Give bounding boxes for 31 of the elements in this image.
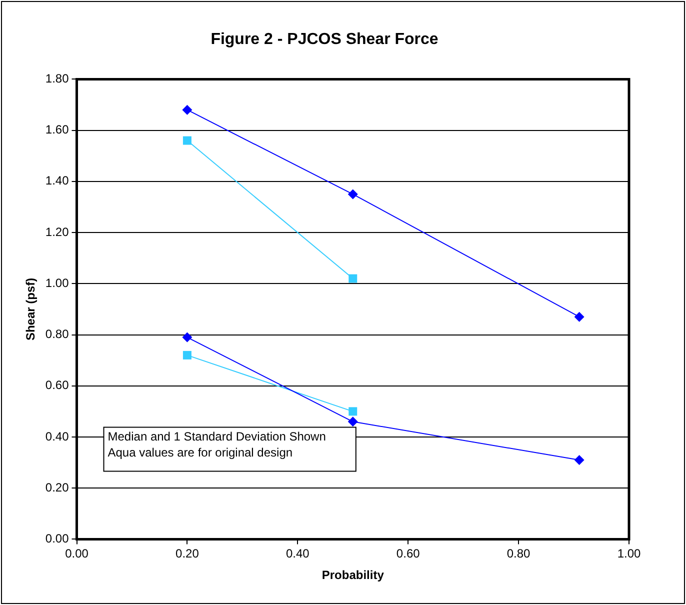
chart-title: Figure 2 - PJCOS Shear Force — [210, 31, 438, 48]
x-axis-title: Probability — [322, 568, 384, 582]
y-tick-label: 1.60 — [45, 122, 70, 137]
y-tick-label: 1.40 — [45, 174, 70, 188]
point — [182, 104, 192, 115]
x-tick-label: 0.60 — [396, 546, 420, 561]
point — [182, 136, 192, 145]
y-tick-label: 0.80 — [45, 327, 70, 342]
y-axis-title: Shear (psf) — [24, 278, 38, 341]
annotation: Aqua values are for original design — [108, 446, 293, 460]
y-tick-label: 0.00 — [45, 532, 70, 546]
point — [182, 332, 192, 342]
x-tick-label: 0.80 — [506, 546, 531, 561]
point — [574, 312, 584, 322]
y-tick-label: 1.00 — [45, 276, 70, 290]
annotation: Median and 1 Standard Deviation Shown — [108, 430, 326, 444]
point — [348, 407, 358, 416]
y-tick-label: 1.80 — [45, 72, 70, 86]
y-tick-label: 0.20 — [45, 480, 70, 494]
x-tick-label: 0.40 — [286, 546, 310, 561]
x-tick-label: 1.00 — [617, 546, 641, 561]
point — [574, 454, 584, 465]
point — [182, 350, 192, 360]
y-tick-label: 1.20 — [45, 224, 70, 239]
y-tick-label: 0.40 — [45, 429, 70, 444]
x-tick-label: 0.20 — [176, 546, 200, 561]
point — [348, 416, 358, 427]
point — [348, 189, 358, 200]
point — [348, 274, 358, 283]
y-tick-label: 0.60 — [45, 378, 70, 392]
x-tick-label: 0.00 — [65, 546, 89, 561]
